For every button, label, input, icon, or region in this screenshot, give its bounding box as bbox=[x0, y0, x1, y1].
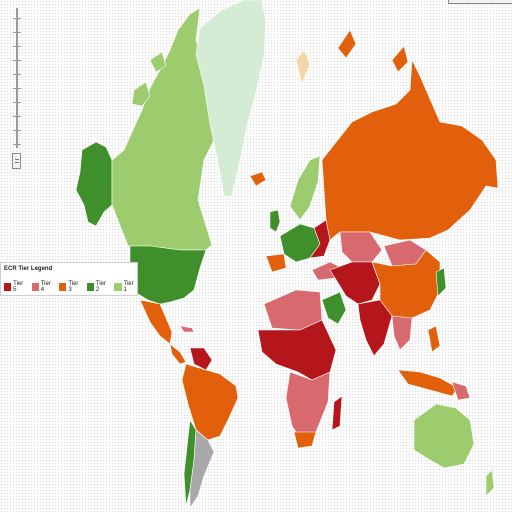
region-australia[interactable] bbox=[413, 403, 475, 469]
region-madagascar[interactable] bbox=[331, 395, 343, 431]
legend-label: Tier 4 bbox=[40, 281, 51, 293]
legend-item-tier-2: Tier 2 bbox=[86, 281, 110, 293]
legend-swatch bbox=[4, 283, 12, 291]
region-saudi-arabia[interactable] bbox=[321, 291, 347, 325]
region-scandinavia[interactable] bbox=[289, 155, 321, 221]
region-central-tier5[interactable] bbox=[189, 347, 213, 371]
zoom-handle[interactable] bbox=[12, 153, 21, 169]
legend-item-tier-3: Tier 3 bbox=[59, 281, 82, 293]
region-alaska[interactable] bbox=[75, 141, 113, 227]
region-southeast-asia[interactable] bbox=[391, 315, 413, 351]
region-south-america[interactable] bbox=[181, 363, 239, 441]
legend-label: Tier 2 bbox=[95, 281, 107, 293]
region-south-asia[interactable] bbox=[357, 299, 393, 357]
region-new-zealand[interactable] bbox=[485, 469, 495, 497]
legend-swatch bbox=[31, 283, 39, 291]
legend-item-tier-1: Tier 1 bbox=[114, 281, 137, 293]
region-china[interactable] bbox=[371, 249, 441, 319]
region-japan[interactable] bbox=[435, 267, 447, 297]
legend-swatch bbox=[59, 283, 67, 291]
region-iberia[interactable] bbox=[265, 253, 287, 273]
region-caribbean[interactable] bbox=[179, 325, 195, 333]
legend-label: Tier 3 bbox=[68, 281, 79, 293]
region-middle-east[interactable] bbox=[329, 261, 381, 305]
legend: ECR Tier Legend Tier 5 Tier 4 Tier 3 Tie… bbox=[0, 262, 138, 296]
region-iceland[interactable] bbox=[249, 171, 267, 187]
region-russian-arctic-islands-2[interactable] bbox=[391, 45, 409, 73]
zoom-slider-track[interactable] bbox=[16, 8, 18, 148]
zoom-tick bbox=[13, 144, 21, 145]
region-arctic-islands-2[interactable] bbox=[149, 51, 167, 73]
legend-items: Tier 5 Tier 4 Tier 3 Tier 2 Tier 1 bbox=[4, 281, 137, 293]
zoom-slider[interactable] bbox=[12, 8, 22, 170]
region-central-asia[interactable] bbox=[339, 231, 383, 263]
zoom-tick bbox=[13, 88, 21, 89]
zoom-tick bbox=[13, 32, 21, 33]
legend-title: ECR Tier Legend bbox=[4, 266, 53, 272]
region-south-africa[interactable] bbox=[293, 431, 317, 449]
legend-swatch bbox=[114, 283, 122, 291]
region-russia[interactable] bbox=[321, 59, 499, 241]
zoom-tick bbox=[13, 60, 21, 61]
zoom-tick bbox=[13, 46, 21, 47]
region-argentina[interactable] bbox=[189, 429, 215, 509]
legend-item-tier-5: Tier 5 bbox=[4, 281, 27, 293]
zoom-tick bbox=[13, 18, 21, 19]
legend-swatch bbox=[86, 283, 94, 291]
zoom-tick bbox=[13, 74, 21, 75]
zoom-tick bbox=[13, 102, 21, 103]
region-uk[interactable] bbox=[269, 209, 281, 233]
region-greenland[interactable] bbox=[195, 0, 267, 197]
legend-item-tier-4: Tier 4 bbox=[31, 281, 55, 293]
zoom-tick bbox=[13, 116, 21, 117]
zoom-tick bbox=[13, 130, 21, 131]
region-indonesia[interactable] bbox=[397, 369, 459, 397]
region-central-america[interactable] bbox=[169, 343, 187, 365]
grip-icon bbox=[15, 162, 19, 163]
legend-label: Tier 1 bbox=[123, 281, 134, 293]
grip-icon bbox=[15, 159, 19, 160]
region-novaya-zemlya[interactable] bbox=[295, 49, 311, 85]
region-russian-arctic-islands[interactable] bbox=[337, 29, 357, 59]
region-new-guinea[interactable] bbox=[451, 381, 471, 401]
legend-label: Tier 5 bbox=[13, 281, 24, 293]
map-corner-control bbox=[448, 0, 512, 4]
region-united-states[interactable] bbox=[129, 245, 207, 305]
region-arctic-islands[interactable] bbox=[131, 81, 151, 107]
region-philippines[interactable] bbox=[427, 325, 441, 353]
region-mexico[interactable] bbox=[139, 299, 173, 345]
